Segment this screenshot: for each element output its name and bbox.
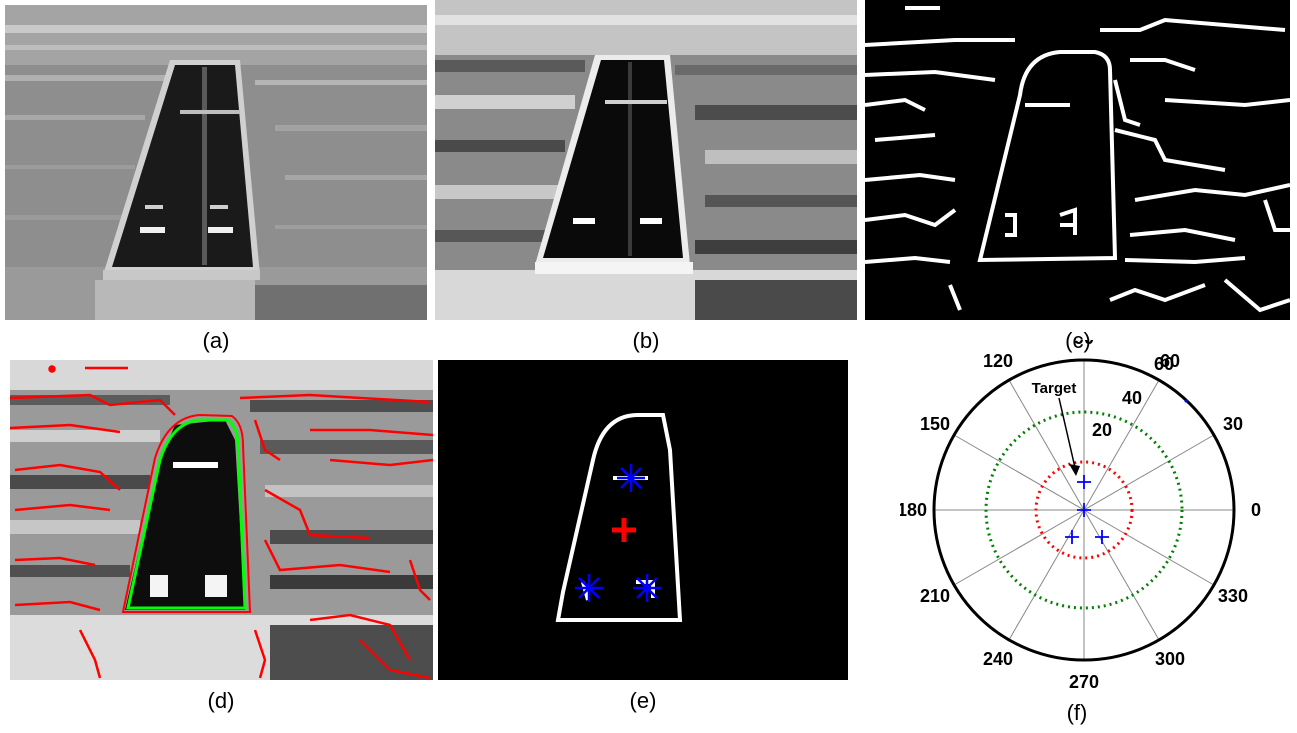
angle-label: 270 (1069, 672, 1099, 692)
polar-spoke (1083, 434, 1215, 511)
angle-label: 180 (900, 500, 927, 520)
polar-spoke (1083, 379, 1160, 511)
target-point (1095, 530, 1109, 544)
angle-label: 90 (1074, 340, 1094, 348)
feature-point-markers (575, 464, 661, 602)
caption-c: (c) (1065, 328, 1091, 353)
polar-boundary (932, 358, 1236, 662)
caption-a: (a) (202, 328, 230, 353)
target-point (1077, 503, 1091, 517)
panel-f-polar-plot: 9060300330300270240210180150120204060Tar… (900, 340, 1297, 700)
target-point (1065, 530, 1079, 544)
caption-b: (b) (632, 328, 660, 353)
radial-label: 60 (1154, 354, 1174, 374)
angle-label: 0 (1251, 500, 1261, 520)
polar-spoke (1008, 509, 1085, 641)
angle-label: 30 (1223, 414, 1243, 434)
polar-spoke (1083, 509, 1160, 641)
target-arrow (1058, 397, 1077, 473)
angle-label: 210 (920, 586, 950, 606)
caption-d: (d) (207, 688, 235, 713)
panel-c-edge-map (865, 0, 1290, 320)
polar-spoke (953, 434, 1085, 511)
panel-b-image (435, 0, 857, 320)
target-annotation: Target (1032, 380, 1077, 397)
caption-f: (f) (1066, 700, 1088, 725)
angle-label: 120 (983, 351, 1013, 371)
radial-label: 20 (1092, 420, 1112, 440)
angle-label: 60 (1160, 351, 1180, 371)
angle-label: 300 (1155, 649, 1185, 669)
panel-d-contour-image (10, 360, 433, 680)
angle-label: 330 (1218, 586, 1248, 606)
outer-dotted-circle (984, 410, 1184, 610)
polar-spoke (1008, 379, 1085, 511)
inner-dotted-circle (1034, 460, 1134, 560)
target-point (1184, 399, 1188, 403)
polar-spoke (1083, 509, 1215, 586)
radial-label: 40 (1122, 388, 1142, 408)
caption-e: (e) (629, 688, 657, 713)
target-point (1077, 475, 1091, 489)
angle-label: 150 (920, 414, 950, 434)
panel-e-feature-points (438, 360, 848, 680)
polar-spoke (953, 509, 1085, 586)
panel-a-image (5, 5, 427, 320)
arrowhead (1069, 464, 1080, 476)
centroid-marker (612, 518, 636, 542)
angle-label: 240 (983, 649, 1013, 669)
